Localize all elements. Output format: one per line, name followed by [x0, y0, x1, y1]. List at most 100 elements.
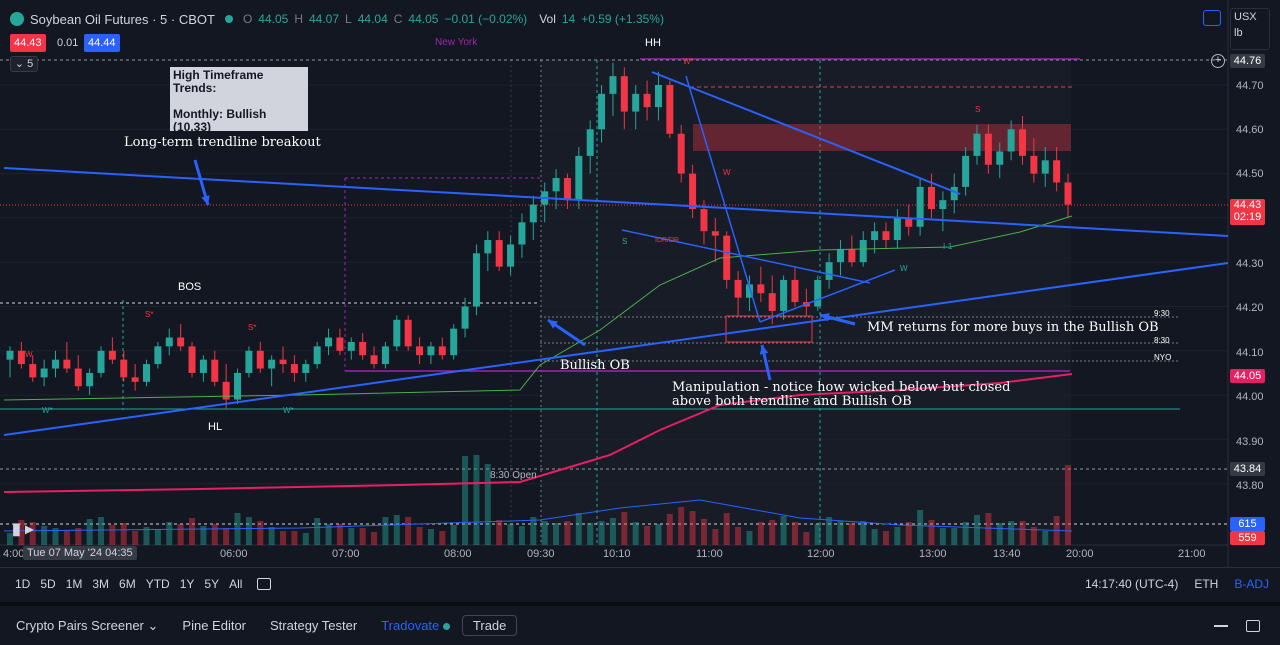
volume-bar — [985, 513, 992, 545]
price-tag-last[interactable]: 44.43 02:19 — [1230, 199, 1265, 225]
candle-body — [632, 93, 640, 112]
volume-bar — [496, 520, 503, 545]
volume-value: 14 — [561, 12, 576, 26]
bid-price[interactable]: 44.43 — [10, 34, 46, 52]
marker-s4: S — [622, 237, 628, 246]
range-5y[interactable]: 5Y — [204, 576, 220, 591]
candle-body — [1018, 129, 1026, 156]
time-label: 12:00 — [807, 548, 835, 560]
tradingview-logo[interactable]: ▮ ▸ — [12, 521, 34, 538]
candle-body — [484, 240, 492, 254]
adjustment-toggle[interactable]: B-ADJ — [1234, 576, 1269, 591]
minimize-icon[interactable] — [1214, 624, 1228, 627]
sync-icon[interactable] — [1203, 10, 1221, 26]
volume-bar — [860, 521, 867, 545]
tab-tradovate[interactable]: Tradovate — [369, 618, 462, 633]
market-status-icon — [224, 15, 233, 23]
candle-body — [1030, 155, 1038, 174]
plus-icon[interactable]: + — [1211, 54, 1225, 68]
volume-bar — [666, 514, 673, 545]
currency-unit-selector[interactable]: USX lb — [1230, 8, 1270, 50]
range-1m[interactable]: 1M — [65, 576, 83, 591]
clock[interactable]: 14:17:40 (UTC-4) — [1084, 576, 1179, 591]
candle-body — [757, 284, 765, 294]
tab-label: Crypto Pairs Screener — [16, 617, 144, 633]
candle-body — [666, 85, 674, 134]
time-label: 08:00 — [444, 548, 472, 560]
session-toggle[interactable]: ETH — [1194, 576, 1219, 591]
volume-tag-up[interactable]: 615 — [1230, 517, 1265, 531]
candle-body — [325, 337, 333, 347]
interval-collapse[interactable]: ⌄ 5 — [10, 56, 38, 72]
label-new-york: New York — [435, 37, 478, 48]
candle-body — [74, 368, 82, 387]
ema-line — [3, 373, 1073, 493]
volume-bar — [905, 522, 912, 545]
volume-bar — [450, 525, 457, 545]
range-1d[interactable]: 1D — [15, 576, 31, 591]
range-ytd[interactable]: YTD — [145, 576, 170, 591]
candle-body — [711, 231, 719, 236]
candle-body — [461, 306, 469, 329]
range-6m[interactable]: 6M — [119, 576, 136, 591]
currency-label[interactable]: USX — [1234, 11, 1257, 23]
change-value: −0.01 (−0.02%) — [444, 12, 528, 26]
trend-title: High Timeframe Trends: — [173, 68, 264, 95]
candle-body — [108, 350, 116, 360]
volume-bar — [621, 512, 628, 545]
candle-body — [973, 133, 981, 156]
trade-button[interactable]: Trade — [461, 615, 518, 636]
bottom-toolbar: 1D 5D 1M 3M 6M YTD 1Y 5Y All 14:17:40 (U… — [0, 567, 1280, 599]
volume-bar — [245, 517, 252, 545]
price-tag-high[interactable]: 44.76 — [1230, 54, 1265, 68]
range-1y[interactable]: 1Y — [179, 576, 195, 591]
candle-body — [609, 76, 617, 94]
symbol-title[interactable]: Soybean Oil Futures · 5 · CBOT — [30, 11, 215, 27]
volume-bar — [632, 522, 639, 545]
volume-bar — [257, 521, 264, 545]
range-3m[interactable]: 3M — [92, 576, 110, 591]
vwap-line — [3, 215, 1073, 401]
candle-body — [871, 231, 879, 241]
volume-bar — [541, 521, 548, 545]
maximize-icon[interactable] — [1246, 619, 1260, 632]
candle-body — [996, 151, 1004, 165]
tab-crypto-pairs-screener[interactable]: Crypto Pairs Screener ⌄ — [4, 618, 170, 634]
candle-body — [552, 178, 560, 192]
price-label: 44.60 — [1236, 124, 1264, 136]
candle-body — [6, 350, 14, 360]
volume-bar — [200, 526, 207, 545]
descending-trendline — [685, 75, 761, 323]
volume-bar — [359, 528, 366, 545]
volume-bar — [973, 515, 980, 545]
tab-strategy-tester[interactable]: Strategy Tester — [270, 618, 358, 633]
marker-w5: W* — [283, 406, 294, 415]
range-all[interactable]: All — [229, 576, 243, 591]
volume-bar — [109, 525, 116, 545]
volume-bar — [837, 521, 844, 545]
volume-tag-down[interactable]: 559 — [1230, 531, 1265, 545]
label-930: 9:30 — [1154, 309, 1170, 318]
price-tag-ema[interactable]: 44.05 — [1230, 369, 1265, 383]
volume-bar — [427, 529, 434, 545]
unit-label[interactable]: lb — [1234, 27, 1243, 39]
ask-price[interactable]: 44.44 — [84, 34, 120, 52]
range-5d[interactable]: 5D — [40, 576, 56, 591]
candle-body — [575, 155, 583, 201]
calendar-icon[interactable] — [257, 577, 272, 590]
time-label: 11:00 — [696, 548, 723, 560]
high-key: H — [294, 12, 303, 26]
tab-pine-editor[interactable]: Pine Editor — [182, 618, 247, 633]
price-label: 44.50 — [1236, 168, 1264, 180]
time-label: 10:10 — [603, 548, 631, 560]
price-tag-level[interactable]: 43.84 — [1230, 462, 1265, 476]
long-term-trendline — [3, 167, 1229, 237]
candle-body — [1064, 182, 1072, 205]
volume-bar — [530, 517, 537, 545]
volume-bar — [609, 518, 616, 545]
exchange-icon — [10, 12, 24, 26]
volume-bar — [518, 526, 525, 545]
close-key: C — [393, 12, 403, 26]
